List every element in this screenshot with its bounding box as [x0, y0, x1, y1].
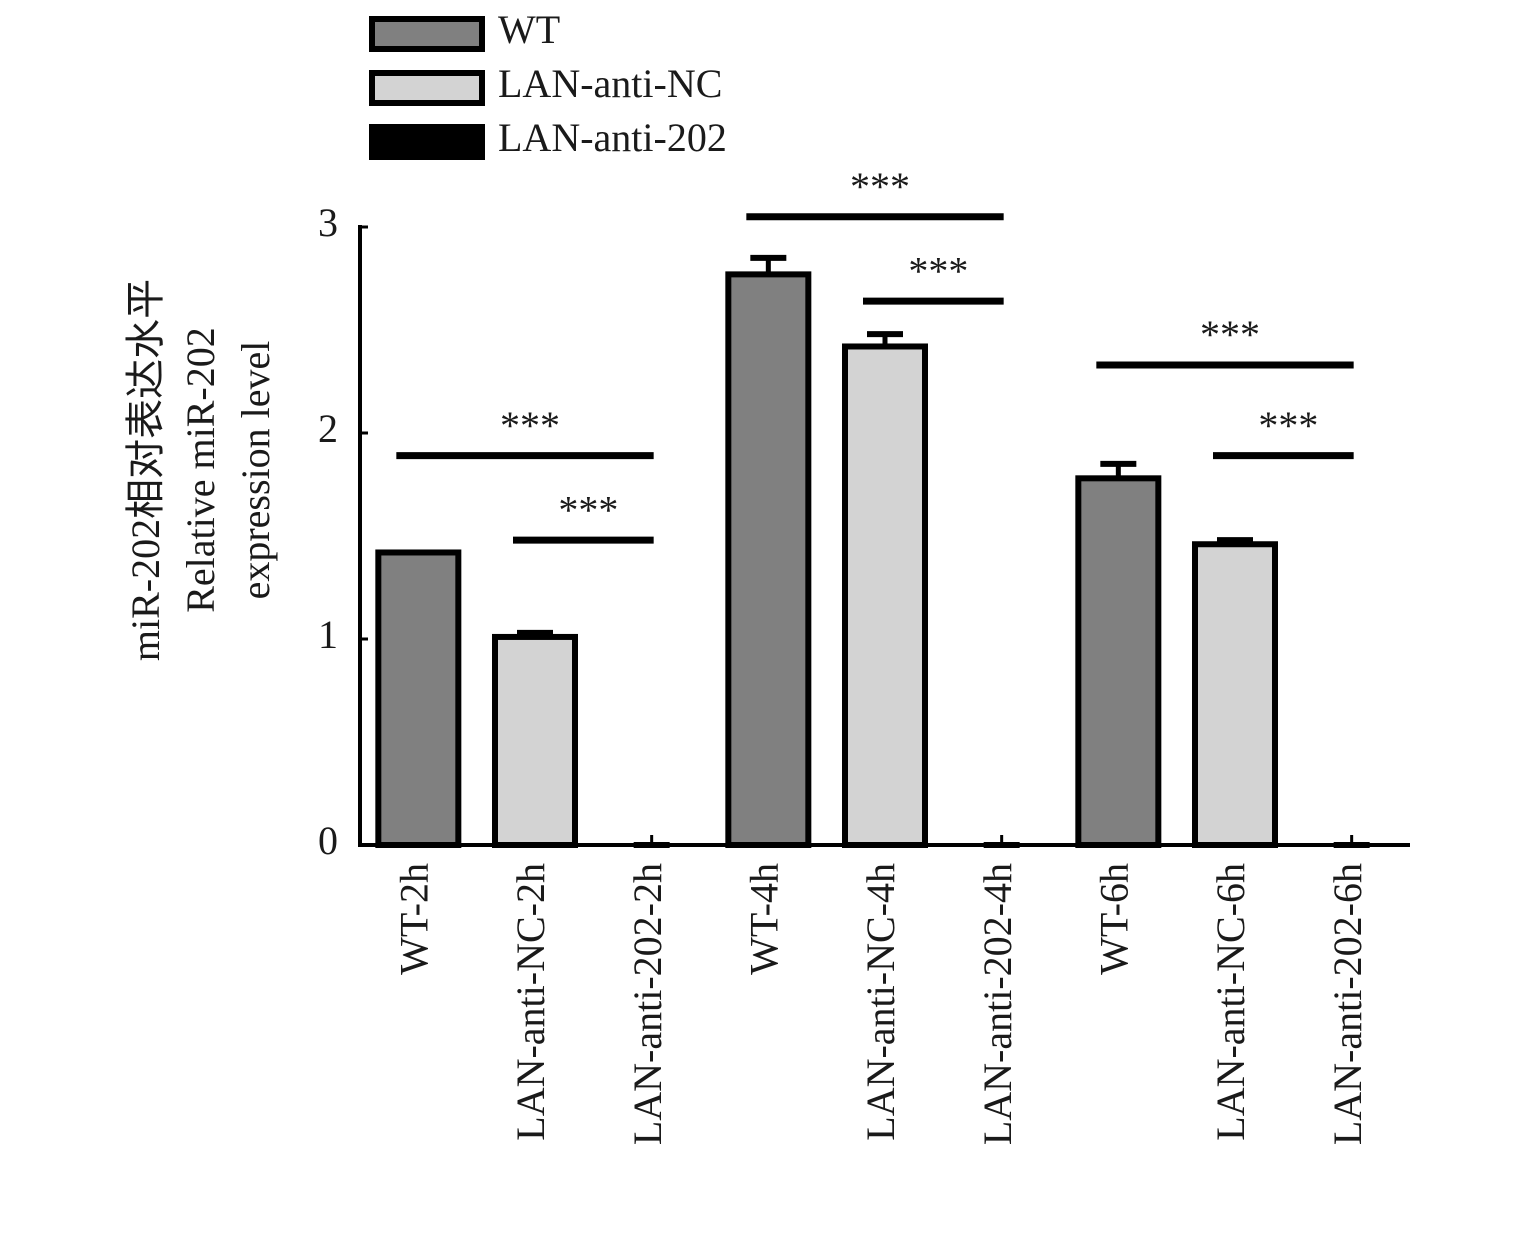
bar — [492, 633, 578, 848]
x-tick-label: WT-4h — [742, 863, 787, 975]
x-tick-label: LAN-anti-NC-4h — [858, 863, 903, 1141]
y-tick-label: 2 — [318, 406, 338, 451]
bar — [725, 271, 812, 848]
bar — [375, 549, 462, 848]
legend-swatch — [369, 70, 485, 106]
legend-swatch — [369, 124, 485, 160]
y-axis-label: expression level — [233, 341, 278, 600]
significance-label: *** — [850, 164, 910, 209]
y-tick-label: 1 — [318, 612, 338, 657]
x-tick-label: LAN-anti-202-2h — [625, 863, 670, 1145]
y-axis-label: Relative miR-202 — [178, 327, 223, 613]
legend-label: LAN-anti-202 — [498, 115, 727, 160]
y-tick-label: 0 — [318, 818, 338, 863]
significance-label: *** — [1200, 312, 1260, 357]
legend-label: WT — [498, 7, 560, 52]
y-axis-label: miR-202相对表达水平 — [123, 279, 168, 661]
legend-swatch — [369, 16, 485, 52]
x-tick-label: WT-2h — [392, 863, 437, 975]
x-tick-label: WT-6h — [1092, 863, 1137, 975]
bar — [1075, 475, 1162, 848]
y-tick-label: 3 — [318, 200, 338, 245]
bar — [842, 343, 928, 848]
x-tick-label: LAN-anti-202-4h — [975, 863, 1020, 1145]
significance-label: *** — [558, 487, 618, 532]
significance-label: *** — [1258, 403, 1318, 448]
significance-label: *** — [500, 403, 560, 448]
bar — [1192, 541, 1278, 848]
legend-label: LAN-anti-NC — [498, 61, 722, 106]
significance-label: *** — [908, 248, 968, 293]
x-tick-label: LAN-anti-NC-2h — [508, 863, 553, 1141]
x-tick-label: LAN-anti-NC-6h — [1208, 863, 1253, 1141]
x-tick-label: LAN-anti-202-6h — [1325, 863, 1370, 1145]
